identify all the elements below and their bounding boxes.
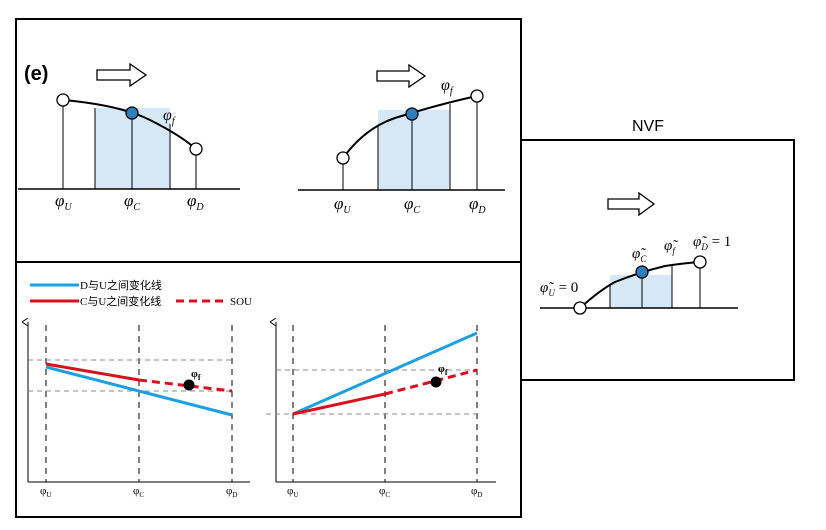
node-u <box>56 93 70 107</box>
label-phi-d: φD <box>187 191 204 213</box>
node-u <box>573 301 587 315</box>
label-phi-c: φC <box>124 191 140 213</box>
nvf-title: NVF <box>632 118 664 135</box>
tick-label-c: φC <box>133 485 144 499</box>
point-label: φf <box>438 363 448 377</box>
nvf-frame <box>520 139 795 381</box>
bottom-frame <box>15 261 522 518</box>
face-value-point <box>183 379 195 391</box>
label-phi-f: φf <box>163 107 176 127</box>
block-arrow <box>376 63 427 89</box>
node-c <box>635 265 649 279</box>
label-phi-u: φ̃U = 0 <box>540 280 578 298</box>
point-label: φf <box>191 368 201 382</box>
tick-label-d: φD <box>226 485 237 499</box>
node-c <box>125 106 139 120</box>
tick-label-u: φU <box>287 485 298 499</box>
label-phi-c: φC <box>404 194 420 216</box>
node-d <box>693 255 707 269</box>
legend: D与U之间变化线 C与U之间变化线 SOU <box>30 278 252 308</box>
label-phi-d: φD <box>469 194 486 216</box>
blue-line <box>292 331 478 416</box>
block-arrow <box>607 191 656 217</box>
panel-label: (e) <box>24 63 48 85</box>
label-phi-d: φ̃D = 1 <box>693 234 731 252</box>
legend-red-label: C与U之间变化线 <box>80 294 161 308</box>
node-u <box>336 151 350 165</box>
label-phi-u: φU <box>55 191 72 213</box>
label-phi-c: φ̃C <box>632 246 647 264</box>
legend-sou-label: SOU <box>230 296 252 308</box>
node-c <box>405 107 419 121</box>
legend-blue-label: D与U之间变化线 <box>80 278 162 292</box>
top-left-schematic: φf φU φC φD <box>18 62 240 213</box>
red-line <box>45 362 140 382</box>
sou-dashed-line <box>384 368 478 396</box>
block-arrow <box>96 62 148 88</box>
top-mid-schematic: φf φU φC φD <box>298 63 505 216</box>
blue-line <box>45 365 233 417</box>
tick-label-d: φD <box>471 485 482 499</box>
red-line <box>292 392 386 416</box>
face-value-point <box>430 376 442 388</box>
label-phi-u: φU <box>334 194 351 216</box>
control-volume <box>378 110 450 190</box>
profile-curve <box>342 95 478 159</box>
nvf-schematic: NVF φ̃U = 0 φ̃C φ̃f φ̃D = 1 <box>540 118 738 315</box>
bottom-right-plot: φf φU φC φD <box>266 322 496 499</box>
label-phi-f: φf <box>441 77 454 97</box>
node-d <box>470 89 484 103</box>
node-d <box>189 142 203 156</box>
label-phi-f: φ̃f <box>664 238 678 256</box>
profile-curve <box>62 99 197 150</box>
tick-label-c: φC <box>379 485 390 499</box>
bottom-left-plot: φf φU φC φD <box>28 322 250 499</box>
tick-label-u: φU <box>40 485 51 499</box>
